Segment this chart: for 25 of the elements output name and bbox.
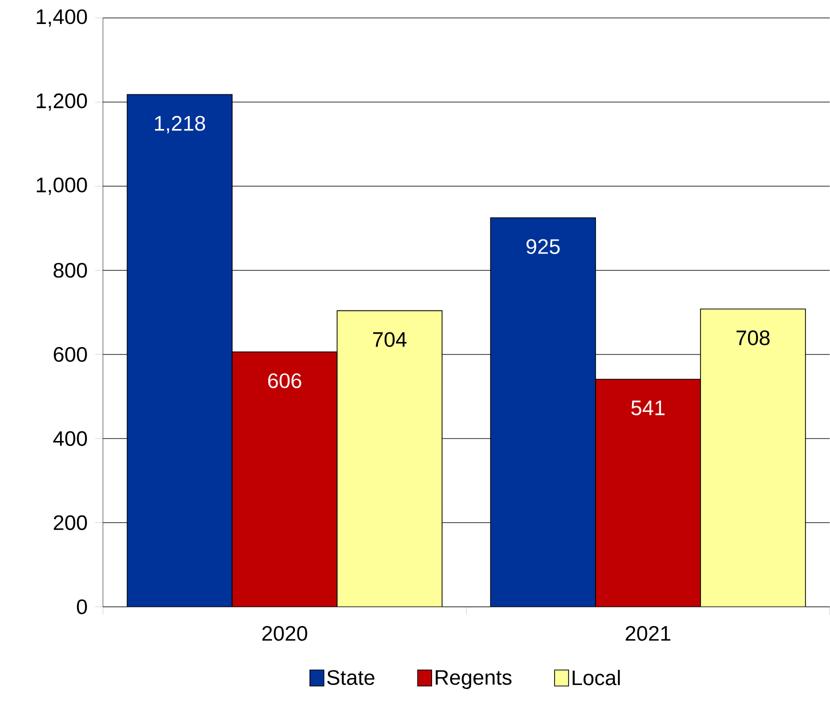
data-label: 541 [631,400,665,416]
bar [490,217,596,607]
bar [336,310,442,607]
bar [595,378,701,607]
data-label: 925 [526,239,560,254]
y-tick-label: 1,200 [36,94,87,111]
bar [126,94,233,607]
data-label: 704 [373,332,406,348]
legend-label: Regents [436,670,512,690]
y-tick-label: 800 [54,263,87,278]
data-label: 1,218 [155,116,206,134]
bar [232,352,338,607]
legend-label: State [327,670,374,686]
data-label: 606 [268,373,302,388]
y-tick-label: 1,000 [36,178,87,196]
bar [700,308,806,607]
y-tick-label: 400 [53,431,87,446]
y-tick-label: 0 [76,599,87,614]
x-tick-label: 2021 [626,626,670,641]
legend-label: Local [572,670,620,686]
data-label: 708 [736,330,770,346]
y-tick-label: 600 [54,347,87,362]
y-tick-label: 1,400 [36,9,87,27]
y-tick-label: 200 [54,515,87,530]
x-tick-label: 2020 [262,626,308,641]
